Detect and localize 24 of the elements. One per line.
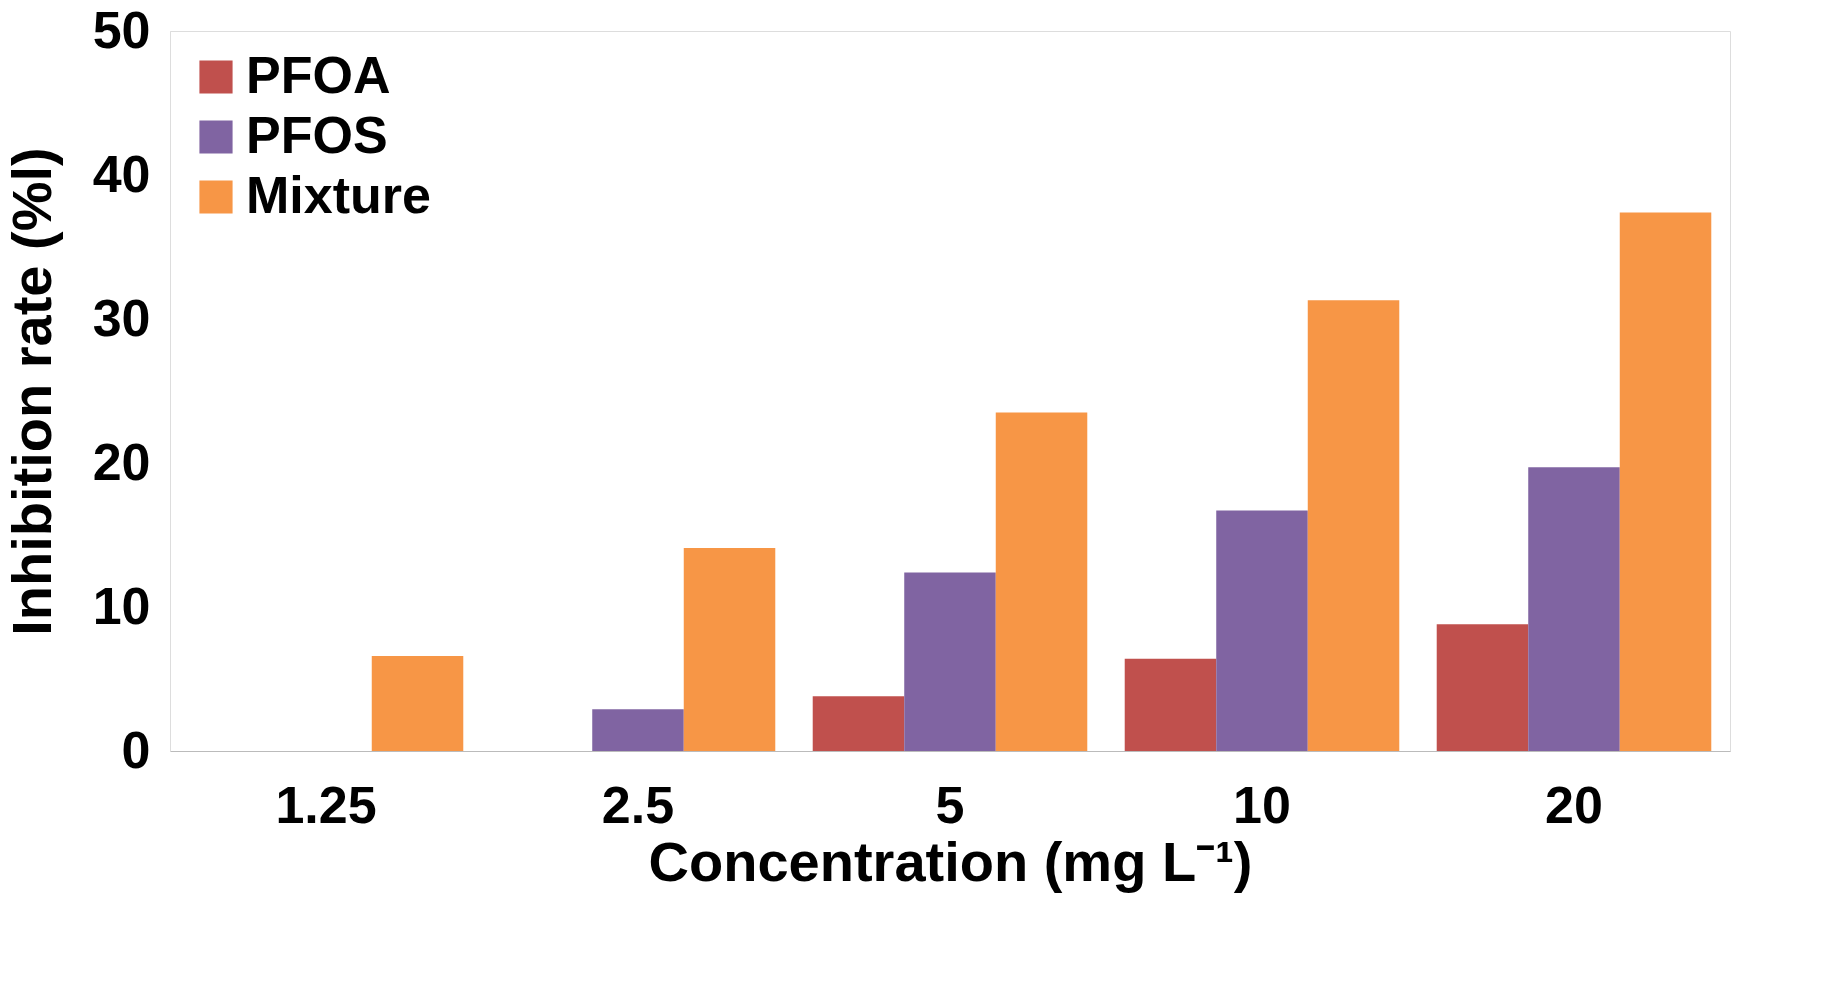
x-tick-label: 1.25: [275, 775, 377, 834]
bar: [683, 547, 776, 751]
bar: [1528, 467, 1620, 751]
bar: [371, 655, 464, 751]
bar: [904, 572, 996, 751]
y-tick-label: 20: [92, 432, 151, 491]
y-axis-title: Inhibition rate (%l): [0, 147, 63, 636]
bar: [812, 696, 905, 751]
bar: [1124, 658, 1217, 751]
bar: [1619, 212, 1712, 751]
bar: [592, 709, 684, 751]
y-tick-label: 40: [92, 144, 151, 203]
legend-label: PFOA: [246, 46, 391, 104]
legend-label: Mixture: [246, 166, 431, 224]
y-tick-label: 50: [92, 0, 151, 59]
x-tick-label: 20: [1545, 775, 1603, 834]
y-tick-label: 10: [92, 576, 151, 635]
y-tick-label: 0: [121, 720, 151, 779]
bar: [995, 412, 1088, 751]
bar: [1436, 624, 1529, 751]
bar: [1216, 510, 1308, 751]
legend-label: PFOS: [246, 106, 388, 164]
y-tick-label: 30: [92, 288, 151, 347]
bar: [1307, 300, 1400, 751]
